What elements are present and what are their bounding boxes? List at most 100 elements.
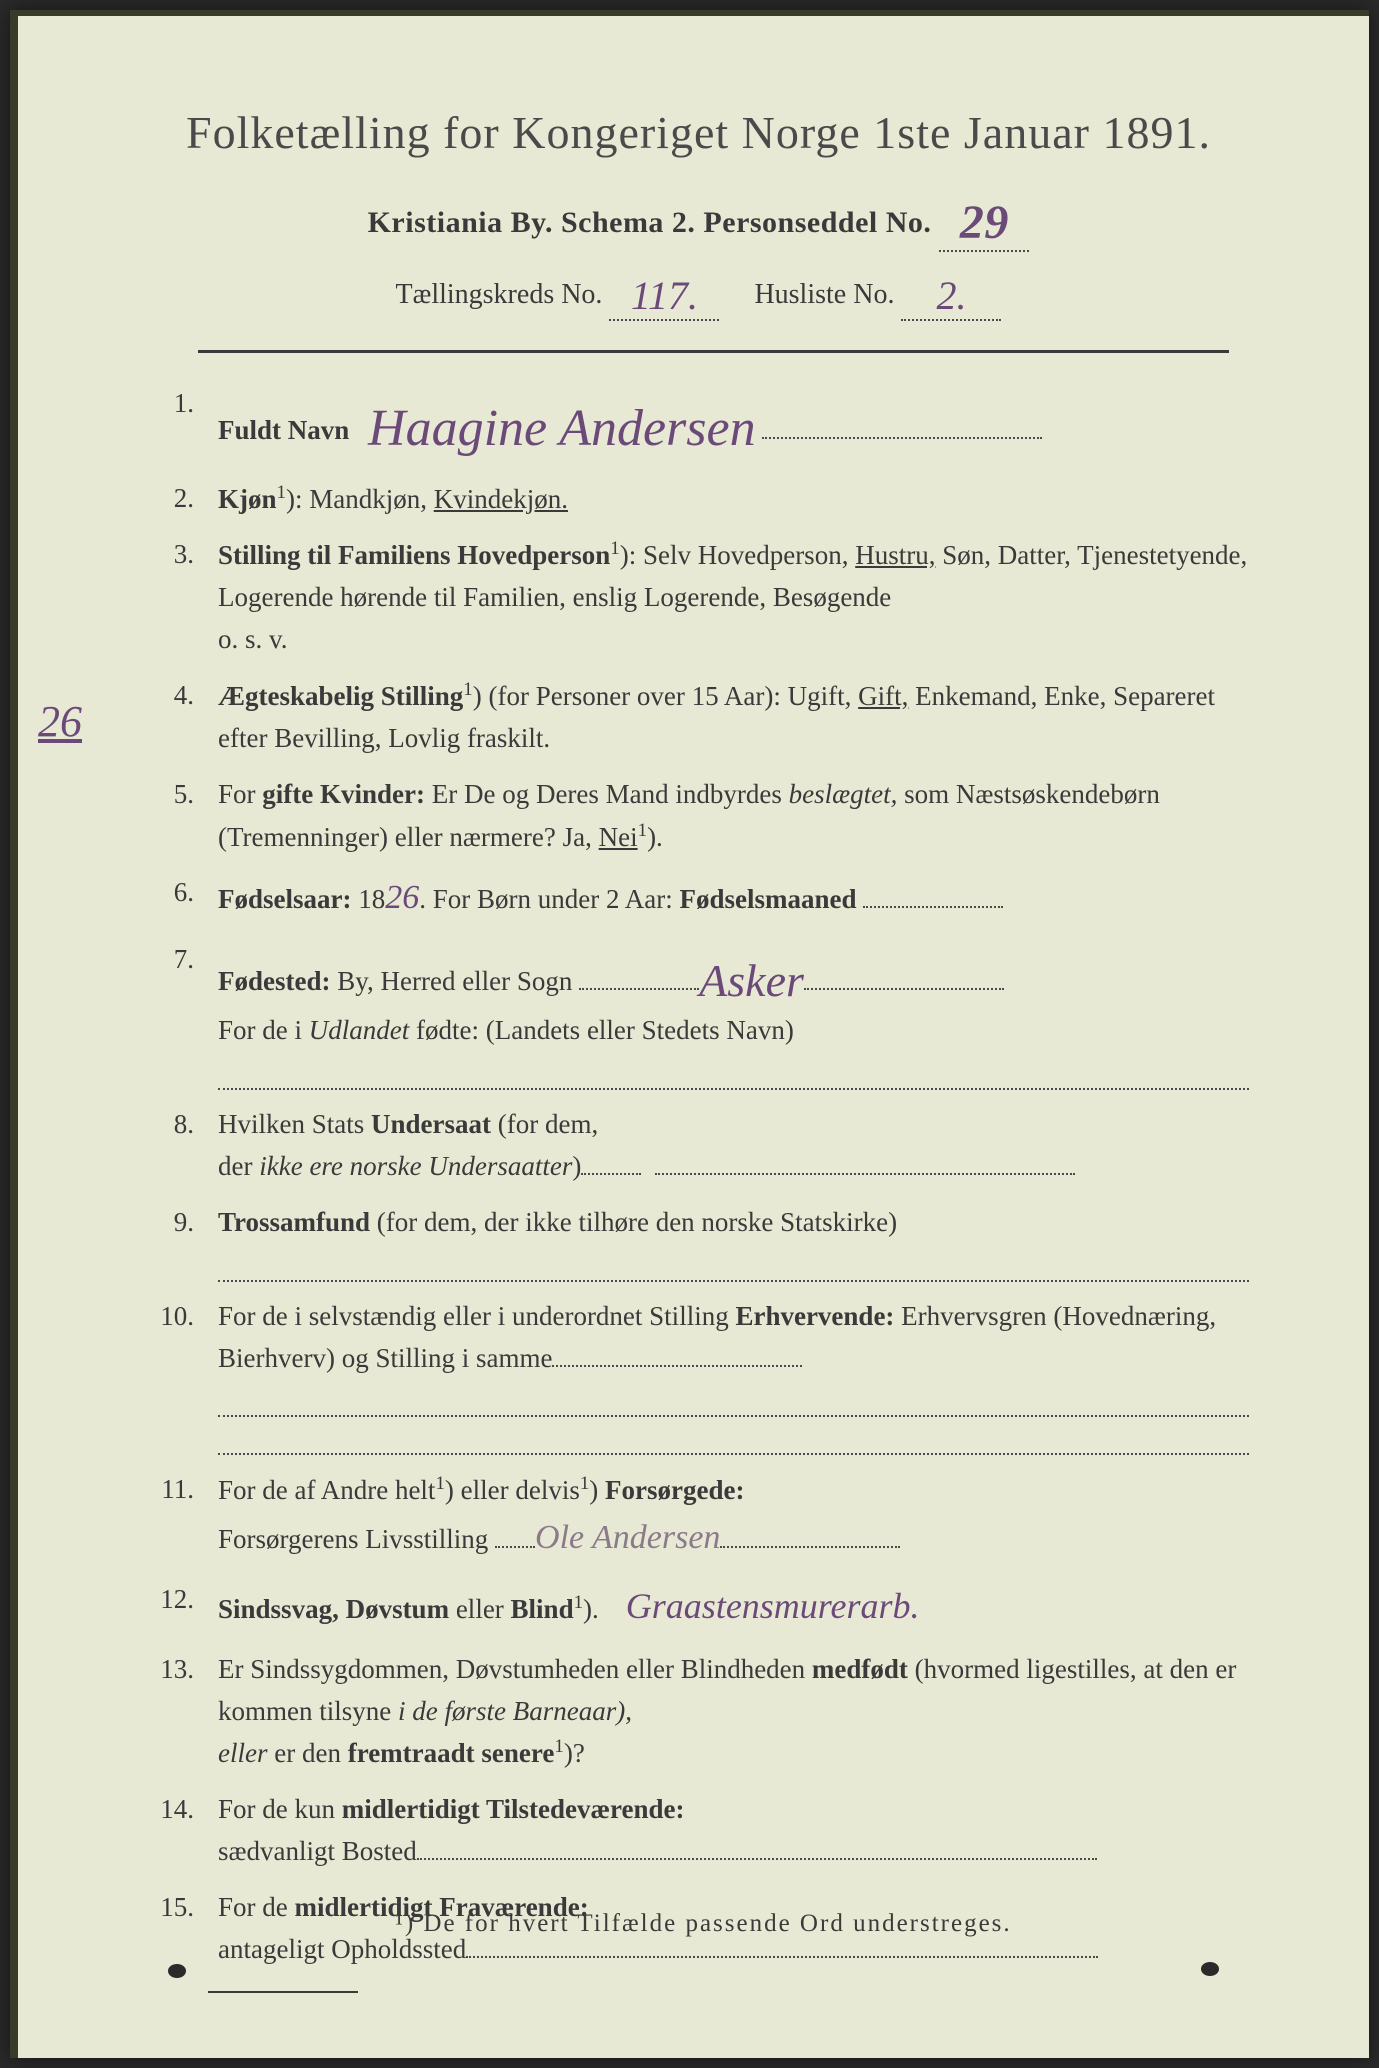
- row-1: 1. Fuldt Navn Haagine Andersen: [148, 383, 1249, 464]
- label-congenital: medfødt: [812, 1654, 908, 1684]
- label-marital: Ægteskabelig Stilling: [218, 681, 463, 711]
- t5a: For: [218, 779, 262, 809]
- label-disability: Sindssvag, Døvstum: [218, 1594, 449, 1624]
- census-page: Folketælling for Kongeriget Norge 1ste J…: [10, 10, 1369, 2058]
- row-12: 12. Sindssvag, Døvstum eller Blind1). Gr…: [148, 1579, 1249, 1635]
- row-4: 4. Ægteskabelig Stilling1) (for Personer…: [148, 675, 1249, 760]
- t8i: ikke ere norske Undersaatter: [259, 1151, 572, 1181]
- row-3: 3. Stilling til Familiens Hovedperson1):…: [148, 534, 1249, 661]
- num-9: 9.: [148, 1202, 218, 1282]
- t5i: beslægtet,: [789, 779, 898, 809]
- row-5: 5. For gifte Kvinder: Er De og Deres Man…: [148, 774, 1249, 859]
- label-married-women: gifte Kvinder:: [262, 779, 425, 809]
- t13a: Er Sindssygdommen, Døvstumheden eller Bl…: [218, 1654, 812, 1684]
- related-value: Nei: [599, 822, 638, 852]
- label-occupation: Erhvervende:: [735, 1301, 894, 1331]
- num-11: 11.: [148, 1469, 218, 1565]
- t11d: Forsørgerens Livsstilling: [218, 1524, 488, 1554]
- num-4: 4.: [148, 675, 218, 760]
- row-9: 9. Trossamfund (for dem, der ikke tilhør…: [148, 1202, 1249, 1282]
- birth-year: 26: [385, 879, 419, 916]
- t12b: ).: [583, 1594, 599, 1624]
- row-2: 2. Kjøn1): Mandkjøn, Kvindekjøn.: [148, 478, 1249, 521]
- t10a: For de i selvstændig eller i underordnet…: [218, 1301, 735, 1331]
- footnote: ¹) De for hvert Tilfælde passende Ord un…: [178, 1910, 1229, 1938]
- subtitle-line: Kristiania By. Schema 2. Personseddel No…: [148, 189, 1249, 246]
- num-5: 5.: [148, 774, 218, 859]
- num-13: 13.: [148, 1649, 218, 1776]
- t5d: ).: [647, 822, 663, 852]
- num-14: 14.: [148, 1789, 218, 1873]
- label-later: fremtraadt senere: [348, 1738, 555, 1768]
- row-6: 6. Fødselsaar: 1826. For Børn under 2 Aa…: [148, 872, 1249, 925]
- text-2: ): Mandkjøn,: [286, 484, 434, 514]
- num-6: 6.: [148, 872, 218, 925]
- personseddel-no: 29: [939, 195, 1029, 252]
- label-birthmonth: Fødselsmaaned: [679, 884, 856, 914]
- label-sex: Kjøn: [218, 484, 277, 514]
- num-12: 12.: [148, 1579, 218, 1635]
- label-birthplace: Fødested:: [218, 966, 330, 996]
- t5b: Er De og Deres Mand indbyrdes: [425, 779, 789, 809]
- num-3: 3.: [148, 534, 218, 661]
- t11a: For de af Andre helt: [218, 1475, 435, 1505]
- husliste-no: 2.: [901, 272, 1001, 321]
- margin-note: 26: [38, 696, 82, 747]
- ink-blot-icon: [168, 1964, 186, 1978]
- t13d: )?: [564, 1738, 585, 1768]
- t12a: eller: [449, 1594, 510, 1624]
- row-14: 14. For de kun midlertidigt Tilstedevære…: [148, 1789, 1249, 1873]
- t13i2: eller: [218, 1738, 267, 1768]
- t6a: 18: [351, 884, 385, 914]
- num-1: 1.: [148, 383, 218, 464]
- row-11: 11. For de af Andre helt1) eller delvis1…: [148, 1469, 1249, 1565]
- t7a: By, Herred eller Sogn: [330, 966, 572, 996]
- num-7: 7.: [148, 939, 218, 1090]
- kreds-label: Tællingskreds No.: [396, 279, 603, 310]
- row-7: 7. Fødested: By, Herred eller Sogn Asker…: [148, 939, 1249, 1090]
- husliste-label: Husliste No.: [754, 279, 894, 310]
- t3c: o. s. v.: [218, 624, 288, 654]
- t14a: For de kun: [218, 1794, 342, 1824]
- subtitle-line-3: Tællingskreds No. 117. Husliste No. 2.: [148, 266, 1249, 315]
- num-10: 10.: [148, 1296, 218, 1456]
- sex-value: Kvindekjøn.: [434, 484, 568, 514]
- t13c: er den: [267, 1738, 347, 1768]
- t7c: fødte: (Landets eller Stedets Navn): [409, 1015, 794, 1045]
- t4a: ) (for Personer over 15 Aar): Ugift,: [473, 681, 858, 711]
- label-religion: Trossamfund: [218, 1207, 370, 1237]
- t8c: der: [218, 1151, 259, 1181]
- num-8: 8.: [148, 1104, 218, 1188]
- label-temp-present: midlertidigt Tilstedeværende:: [342, 1794, 685, 1824]
- label-supported: Forsørgede:: [605, 1475, 744, 1505]
- kreds-no: 117.: [609, 272, 719, 321]
- ink-blot-icon: [1201, 1962, 1219, 1976]
- t15b: antageligt Opholdssted: [218, 1934, 466, 1964]
- t9a: (for dem, der ikke tilhøre den norske St…: [370, 1207, 897, 1237]
- occupation-note: Graastensmurerarb.: [626, 1586, 920, 1626]
- label-name: Fuldt Navn: [218, 415, 349, 445]
- footnote-rule: [208, 1991, 358, 1993]
- provider-name: Ole Andersen: [535, 1519, 720, 1556]
- t6b: . For Børn under 2 Aar:: [419, 884, 679, 914]
- page-title: Folketælling for Kongeriget Norge 1ste J…: [148, 106, 1249, 159]
- row-13: 13. Er Sindssygdommen, Døvstumheden elle…: [148, 1649, 1249, 1776]
- row-8: 8. Hvilken Stats Undersaat (for dem, der…: [148, 1104, 1249, 1188]
- label-relation: Stilling til Familiens Hovedperson: [218, 540, 610, 570]
- t7i: Udlandet: [309, 1015, 410, 1045]
- birthplace: Asker: [699, 945, 804, 1016]
- t11b: ) eller delvis: [445, 1475, 580, 1505]
- label-subject: Undersaat: [371, 1109, 491, 1139]
- t8a: Hvilken Stats: [218, 1109, 371, 1139]
- num-2: 2.: [148, 478, 218, 521]
- t13i: i de første Barneaar),: [398, 1696, 632, 1726]
- subtitle-prefix: Kristiania By. Schema 2. Personseddel No…: [368, 206, 932, 239]
- t3a: ): Selv Hovedperson,: [620, 540, 855, 570]
- t8b: (for dem,: [491, 1109, 598, 1139]
- t11c: ): [589, 1475, 605, 1505]
- divider: [198, 350, 1229, 353]
- t7b: For de i: [218, 1015, 309, 1045]
- relation-value: Hustru,: [855, 540, 935, 570]
- marital-value: Gift,: [858, 681, 908, 711]
- row-10: 10. For de i selvstændig eller i underor…: [148, 1296, 1249, 1456]
